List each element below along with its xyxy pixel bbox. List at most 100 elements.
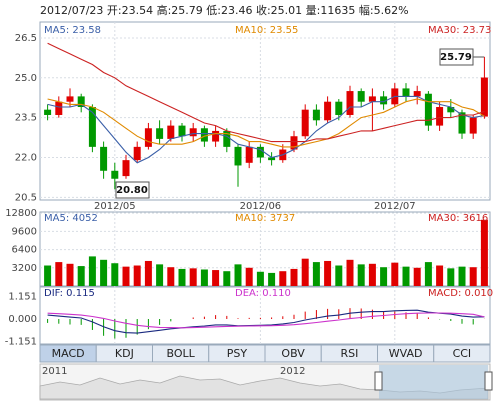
x-tick-label: 2012/07 bbox=[374, 201, 416, 212]
y-tick-label: 9600 bbox=[12, 226, 37, 237]
legend-label: MA5: 23.58 bbox=[44, 25, 101, 36]
volume-bar bbox=[268, 272, 276, 286]
legend-label: DEA: 0.110 bbox=[235, 288, 291, 299]
navigator-selection[interactable] bbox=[379, 365, 488, 399]
tab-label[interactable]: PSY bbox=[227, 347, 248, 360]
volume-bar bbox=[312, 262, 320, 286]
candle-body bbox=[290, 136, 298, 150]
candle-body bbox=[245, 146, 253, 163]
candle-body bbox=[167, 125, 175, 139]
ma-line bbox=[47, 98, 485, 148]
volume-bar bbox=[88, 256, 96, 286]
annotation: 25.79 bbox=[440, 52, 472, 63]
legend-label: MA5: 4052 bbox=[44, 213, 98, 224]
legend-label: DIF: 0.115 bbox=[44, 288, 95, 299]
candle-body bbox=[413, 91, 421, 97]
y-tick-label: 20.5 bbox=[15, 192, 37, 203]
tab-label[interactable]: BOLL bbox=[166, 347, 195, 360]
volume-bar bbox=[357, 264, 365, 286]
volume-bar bbox=[178, 268, 186, 286]
x-tick-label: 2012/05 bbox=[94, 201, 136, 212]
candle-body bbox=[100, 146, 108, 171]
tab[interactable] bbox=[433, 344, 491, 363]
plot-layer: 20.5 22.0 23.5 25.0 26.5 2012/05 2012/06 2012/0… bbox=[5, 22, 493, 347]
volume-bar bbox=[424, 262, 432, 286]
tab-label[interactable]: MACD bbox=[52, 347, 85, 360]
macd-line bbox=[47, 312, 485, 329]
volume-bar bbox=[156, 264, 164, 286]
candle-body bbox=[324, 101, 332, 121]
volume-bar bbox=[55, 262, 63, 286]
volume-bar bbox=[458, 266, 466, 286]
candle-body bbox=[55, 101, 63, 115]
candle-body bbox=[469, 117, 477, 134]
tab-label[interactable]: OBV bbox=[281, 347, 305, 360]
candle-body bbox=[380, 96, 388, 105]
volume-bar bbox=[256, 271, 264, 286]
navigator-handle[interactable] bbox=[484, 371, 493, 391]
candle-body bbox=[368, 96, 376, 102]
volume-bar bbox=[346, 259, 354, 286]
candle-body bbox=[234, 146, 242, 166]
volume-bar bbox=[66, 263, 74, 286]
candle-body bbox=[212, 130, 220, 142]
candle-body bbox=[111, 170, 119, 179]
candle-body bbox=[424, 93, 432, 126]
volume-bar bbox=[480, 219, 488, 286]
y-tick-label: 0.000 bbox=[8, 314, 37, 325]
ma-line bbox=[47, 95, 485, 164]
candle-body bbox=[133, 146, 141, 161]
volume-bar bbox=[402, 266, 410, 286]
tab-label[interactable]: CCI bbox=[453, 347, 472, 360]
navigator-label: 2012 bbox=[280, 366, 305, 377]
y-tick-label: 6400 bbox=[12, 245, 37, 256]
candle-body bbox=[301, 109, 309, 137]
candle-body bbox=[436, 107, 444, 126]
price-panel bbox=[39, 21, 491, 201]
candle-body bbox=[346, 91, 354, 115]
legend-label: MA10: 23.55 bbox=[235, 25, 298, 36]
y-tick-label: 22.0 bbox=[15, 152, 37, 163]
volume-bar bbox=[380, 267, 388, 286]
volume-bar bbox=[413, 267, 421, 286]
candle-body bbox=[458, 112, 466, 134]
volume-panel bbox=[39, 211, 491, 287]
y-tick-label: 23.5 bbox=[15, 113, 37, 124]
volume-bar bbox=[223, 271, 231, 286]
legend-label: MA30: 3616 bbox=[428, 213, 488, 224]
candle-body bbox=[357, 91, 365, 102]
volume-bar bbox=[133, 265, 141, 286]
volume-bar bbox=[436, 265, 444, 286]
volume-bar bbox=[167, 267, 175, 286]
macd-panel bbox=[39, 286, 491, 345]
y-tick-label: 26.5 bbox=[15, 33, 37, 44]
candle-body bbox=[480, 77, 488, 117]
ma-line bbox=[47, 42, 485, 143]
navigator-handle[interactable] bbox=[374, 371, 383, 391]
tab-label[interactable]: KDJ bbox=[115, 347, 134, 360]
candle-body bbox=[256, 146, 264, 158]
candle-body bbox=[178, 125, 186, 137]
annotation-box bbox=[115, 181, 150, 199]
legend-label: MA30: 23.73 bbox=[428, 25, 491, 36]
annotation: 20.80 bbox=[116, 185, 148, 196]
candle-body bbox=[200, 128, 208, 142]
candle-body bbox=[144, 128, 152, 147]
y-tick-label: 3200 bbox=[12, 263, 37, 274]
volume-bar bbox=[200, 269, 208, 286]
volume-bar bbox=[391, 262, 399, 286]
volume-bar bbox=[324, 260, 332, 286]
tab-label[interactable]: WVAD bbox=[389, 347, 423, 360]
volume-bar bbox=[234, 264, 242, 286]
candle-body bbox=[335, 101, 343, 115]
candle-body bbox=[88, 107, 96, 147]
y-tick-label: -1.151 bbox=[5, 336, 37, 347]
candle-body bbox=[189, 128, 197, 137]
volume-bar bbox=[335, 265, 343, 286]
volume-bar bbox=[447, 268, 455, 286]
volume-bar bbox=[212, 270, 220, 286]
volume-bar bbox=[44, 265, 52, 286]
tab-label[interactable]: RSI bbox=[340, 347, 358, 360]
legend-label: MACD: 0.010 bbox=[428, 288, 493, 299]
